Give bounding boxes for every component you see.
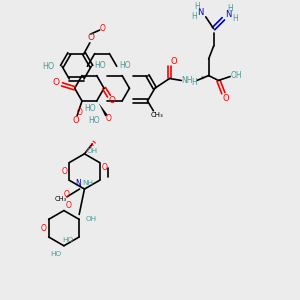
Text: H: H (191, 12, 197, 21)
Text: O: O (61, 167, 67, 176)
Text: NH: NH (82, 180, 94, 186)
Text: HO: HO (94, 61, 105, 70)
Text: O: O (108, 97, 115, 106)
Text: HO: HO (88, 116, 100, 125)
Text: CH₃: CH₃ (55, 196, 67, 202)
Text: O: O (66, 201, 72, 210)
Text: O: O (64, 190, 70, 200)
Text: OH: OH (87, 148, 98, 154)
Text: O: O (77, 108, 83, 117)
Text: O: O (102, 163, 107, 172)
Polygon shape (99, 103, 108, 116)
Text: H: H (232, 14, 238, 23)
Text: OH: OH (85, 216, 97, 222)
Text: N: N (225, 11, 231, 20)
Text: HO: HO (62, 237, 73, 243)
Text: *: * (201, 76, 205, 82)
Text: O: O (100, 24, 106, 33)
Text: HO: HO (119, 61, 131, 70)
Text: O: O (106, 114, 111, 123)
Text: O: O (87, 33, 94, 42)
Text: H: H (191, 78, 197, 87)
Text: OH: OH (230, 71, 242, 80)
Text: HO: HO (50, 250, 62, 256)
Text: N: N (197, 8, 203, 17)
Text: HO: HO (84, 104, 96, 113)
Text: O: O (170, 57, 177, 66)
Text: O: O (41, 224, 47, 233)
Text: CH₃: CH₃ (151, 112, 164, 118)
Text: O: O (223, 94, 230, 103)
Text: O: O (73, 116, 80, 125)
Text: O: O (52, 78, 60, 87)
Text: H: H (227, 4, 233, 13)
Text: HO: HO (42, 62, 54, 71)
Text: NH: NH (182, 76, 193, 85)
Text: N: N (75, 179, 81, 188)
Text: H: H (194, 2, 200, 10)
